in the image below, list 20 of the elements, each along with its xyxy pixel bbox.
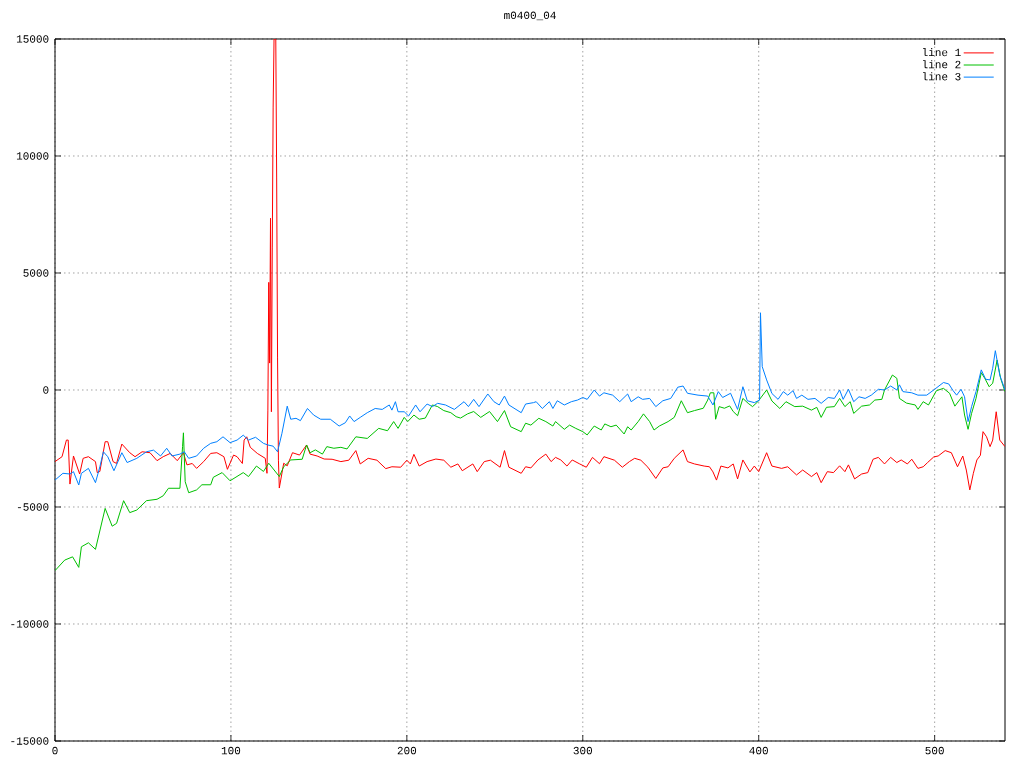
x-tick-label: 0 (52, 746, 58, 755)
line-series (55, 359, 1006, 572)
y-tick-label: 0 (43, 386, 49, 394)
legend-label: line 3 (923, 72, 961, 81)
y-tick-label: 15000 (16, 35, 49, 43)
x-tick-label: 100 (221, 746, 241, 755)
x-tick-label: 500 (925, 746, 944, 755)
chart-title: m0400_04 (504, 11, 556, 21)
x-tick-label: 200 (397, 746, 417, 755)
legend-label: line 1 (923, 48, 961, 57)
y-tick-label: 10000 (16, 152, 49, 160)
legend-label: line 2 (923, 60, 961, 69)
line-series (55, 312, 1006, 486)
x-tick-label: 400 (749, 746, 768, 755)
y-tick-label: -5000 (17, 503, 49, 511)
y-tick-label: 5000 (23, 269, 49, 277)
line-series (55, 38, 1006, 491)
x-tick-label: 300 (573, 746, 592, 755)
y-tick-label: -10000 (11, 620, 49, 628)
y-tick-label: -15000 (11, 737, 49, 745)
